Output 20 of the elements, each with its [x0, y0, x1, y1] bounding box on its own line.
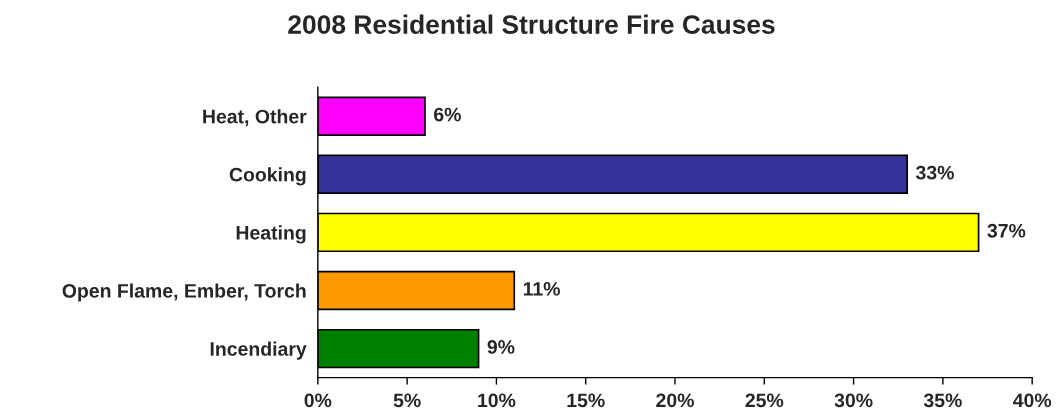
x-tick-label: 10%	[478, 393, 516, 408]
y-tick-label: Incendiary	[210, 341, 307, 360]
y-tick-label: Open Flame, Ember, Torch	[62, 283, 306, 302]
data-label: 33%	[915, 165, 954, 180]
y-tick-label: Cooking	[229, 167, 306, 186]
data-label: 6%	[434, 107, 461, 122]
y-tick-label: Heat, Other	[203, 109, 307, 127]
data-label: 37%	[987, 223, 1026, 238]
x-tick-label: 20%	[656, 393, 694, 408]
data-label: 9%	[487, 340, 515, 354]
x-tick-label: 15%	[567, 393, 605, 408]
x-tick-label: 40%	[1013, 393, 1052, 408]
x-tick-label: 25%	[745, 393, 784, 408]
chart-title: 2008 Residential Structure Fire Causes	[288, 14, 775, 34]
data-label: 11%	[523, 282, 560, 296]
x-tick-label: 0%	[304, 393, 332, 408]
x-tick-label: 30%	[834, 393, 873, 408]
x-tick-label: 5%	[393, 393, 421, 408]
x-tick-label: 35%	[923, 393, 962, 408]
y-tick-label: Heating	[236, 225, 306, 244]
